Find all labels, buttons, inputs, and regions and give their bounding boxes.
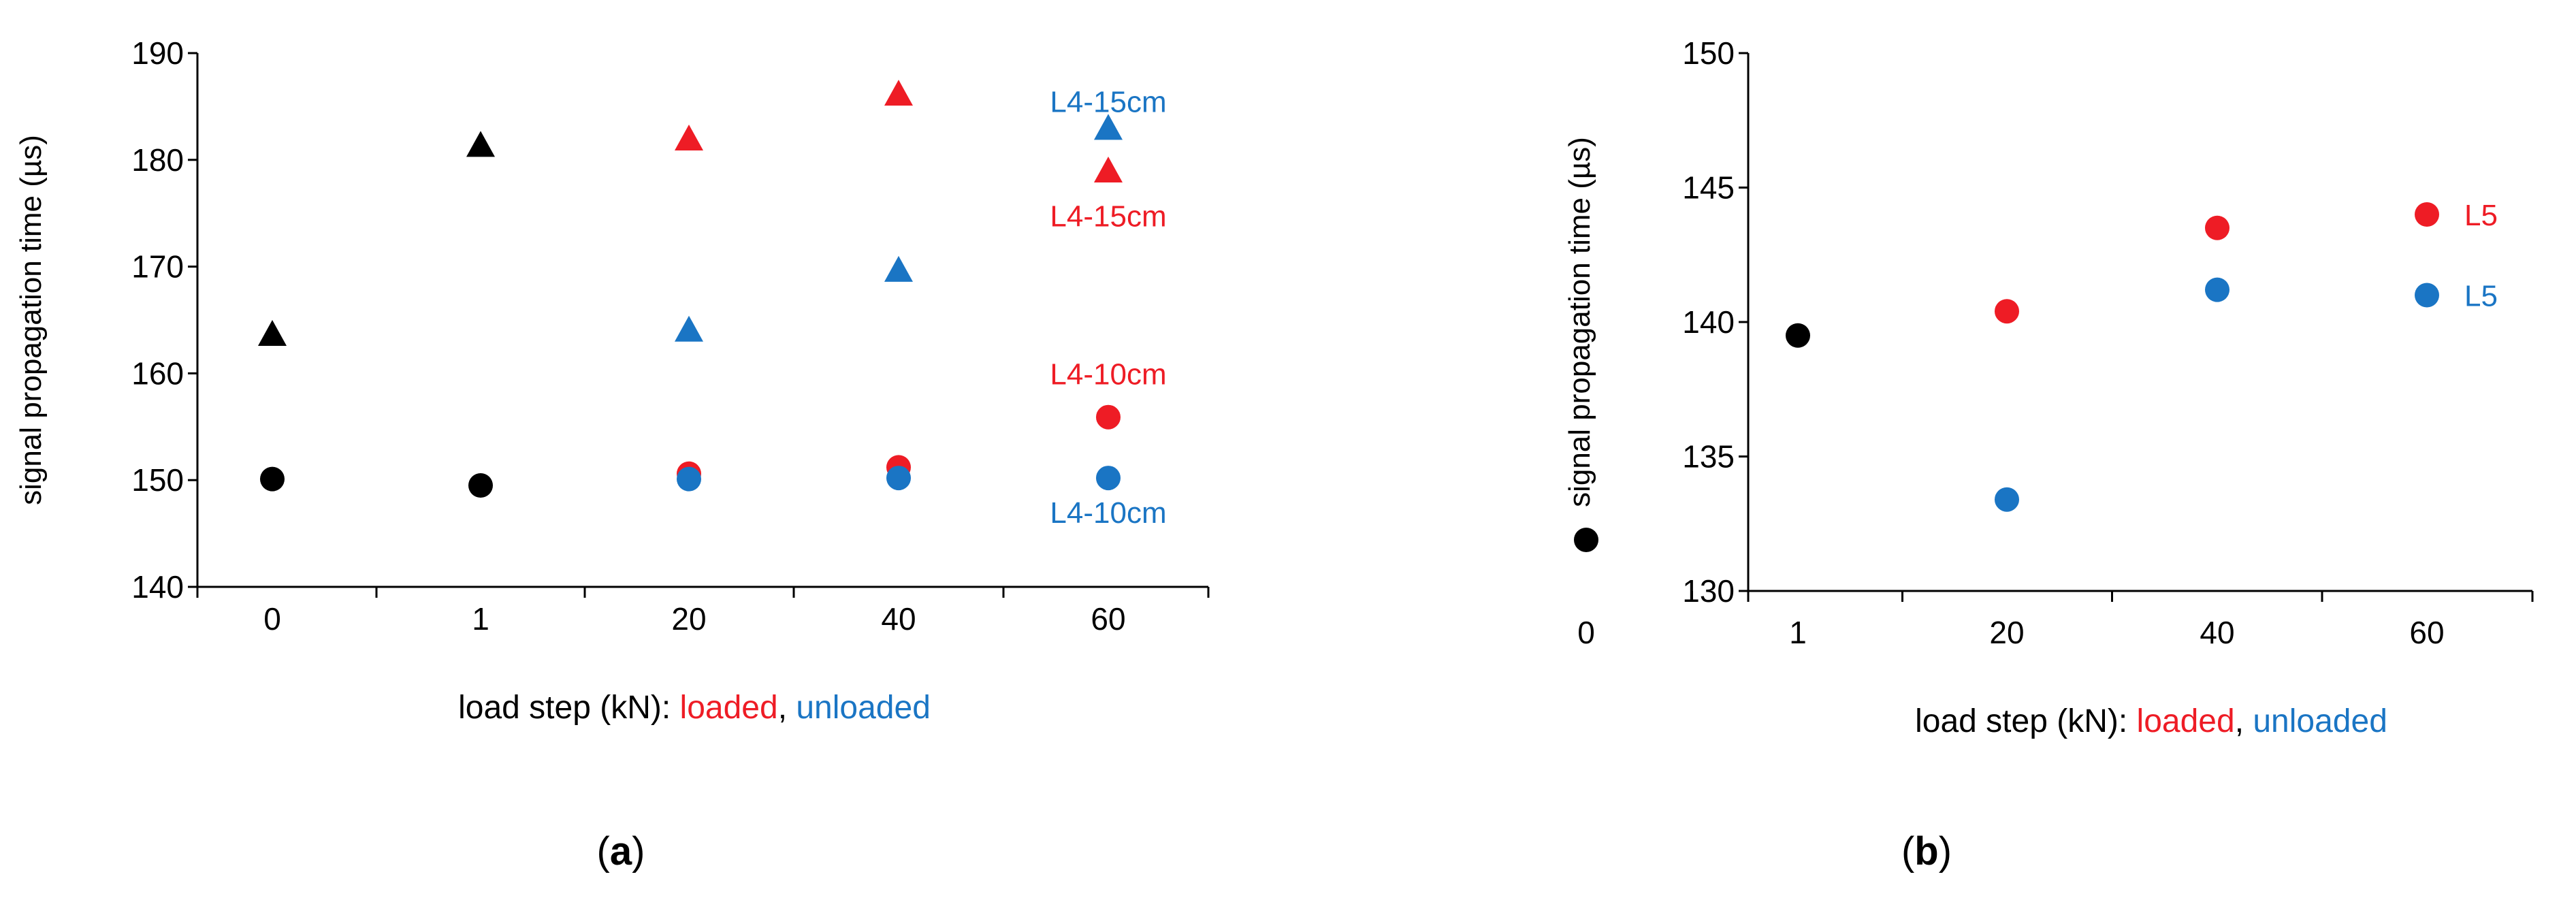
annotation-unloaded: L5 (2464, 280, 2498, 313)
data-point-circle-unloaded (677, 466, 701, 492)
x-tick-label: 60 (1091, 601, 1125, 637)
caption-letter: a (610, 829, 632, 873)
data-point-triangle-reference (466, 131, 495, 157)
x-tick-label: 40 (881, 601, 916, 637)
chart-panel-a: 140 150 160 170 180 190 0 1 20 40 60 signal propaga… (14, 35, 1210, 873)
y-tick-label: 140 (1682, 304, 1735, 340)
x-tick-label: 20 (671, 601, 706, 637)
data-point-circle-loaded (2205, 215, 2229, 240)
caption-paren-open: ( (597, 829, 610, 873)
y-tick-label: 130 (1682, 573, 1735, 609)
y-tick-label: 140 (131, 569, 184, 605)
y-tick-label: 150 (1682, 35, 1735, 71)
data-point-circle-unloaded (1096, 466, 1121, 491)
data-point-circle-reference (1786, 323, 1810, 348)
data-point-triangle-unloaded (884, 255, 913, 282)
panel-caption: (a) (597, 829, 645, 873)
caption-letter: b (1914, 829, 1938, 873)
x-axis-label-separator: , (778, 690, 796, 726)
y-tick-label: 150 (131, 462, 184, 498)
caption-paren-close: ) (632, 829, 645, 873)
y-axis-label: signal propagation time (µs) (1563, 137, 1596, 507)
x-axis-label-unloaded: unloaded (796, 690, 931, 726)
annotation-loaded: L5 (2464, 199, 2498, 232)
x-axis-label-loaded: loaded (2137, 703, 2235, 739)
x-tick-label: 60 (2409, 615, 2444, 650)
y-tick-label: 145 (1682, 170, 1735, 206)
y-tick-label: 170 (131, 249, 184, 285)
x-axis-label: load step (kN): loaded, unloaded (1915, 703, 2387, 739)
y-axis-label: signal propagation time (µs) (14, 135, 48, 505)
data-point-triangle-unloaded (1094, 114, 1123, 140)
data-point-circle-reference (260, 466, 285, 492)
data-point-circle-unloaded (2205, 277, 2229, 302)
data-point-circle-reference (1574, 527, 1598, 552)
data-point-circle-unloaded (886, 466, 911, 491)
x-tick-label: 0 (263, 601, 281, 637)
data-point-triangle-unloaded (675, 315, 703, 342)
x-axis-label-separator: , (2235, 703, 2253, 739)
y-tick-label: 180 (131, 142, 184, 178)
annotation-unloaded: L4-10cm (1050, 496, 1166, 530)
x-tick-label: 0 (1577, 615, 1595, 650)
x-tick-label: 1 (472, 601, 489, 637)
annotation-loaded: L4-15cm (1050, 199, 1166, 233)
annotation-unloaded: L4-15cm (1050, 86, 1166, 119)
caption-paren-open: ( (1901, 829, 1914, 873)
x-axis-label: load step (kN): loaded, unloaded (458, 690, 931, 726)
data-point-triangle-loaded (884, 80, 913, 106)
data-point-circle-unloaded (2415, 283, 2439, 308)
data-point-circle-loaded (1995, 299, 2019, 324)
x-axis-label-unloaded: unloaded (2253, 703, 2387, 739)
data-point-circle-unloaded (1995, 487, 2019, 512)
data-point-circle-loaded (2415, 202, 2439, 227)
chart-panel-b: 130 135 140 145 150 0 1 20 40 60 signal propagatio… (1563, 35, 2534, 873)
data-point-triangle-loaded (1094, 157, 1123, 183)
x-tick-label: 40 (2200, 615, 2234, 650)
y-tick-label: 135 (1682, 439, 1735, 475)
x-axis-label-prefix: load step (kN): (458, 690, 679, 726)
y-tick-label: 190 (131, 35, 184, 71)
annotation-loaded: L4-10cm (1050, 357, 1166, 391)
data-point-circle-reference (468, 473, 493, 498)
x-tick-label: 20 (1989, 615, 2024, 650)
y-tick-label: 160 (131, 355, 184, 391)
data-point-circle-loaded (1096, 404, 1121, 430)
x-axis-label-loaded: loaded (680, 690, 778, 726)
data-point-triangle-reference (258, 319, 287, 346)
panel-caption: (b) (1901, 829, 1952, 873)
data-point-triangle-loaded (675, 125, 703, 151)
x-tick-label: 1 (1789, 615, 1807, 650)
x-axis-label-prefix: load step (kN): (1915, 703, 2136, 739)
caption-paren-close: ) (1939, 829, 1952, 873)
